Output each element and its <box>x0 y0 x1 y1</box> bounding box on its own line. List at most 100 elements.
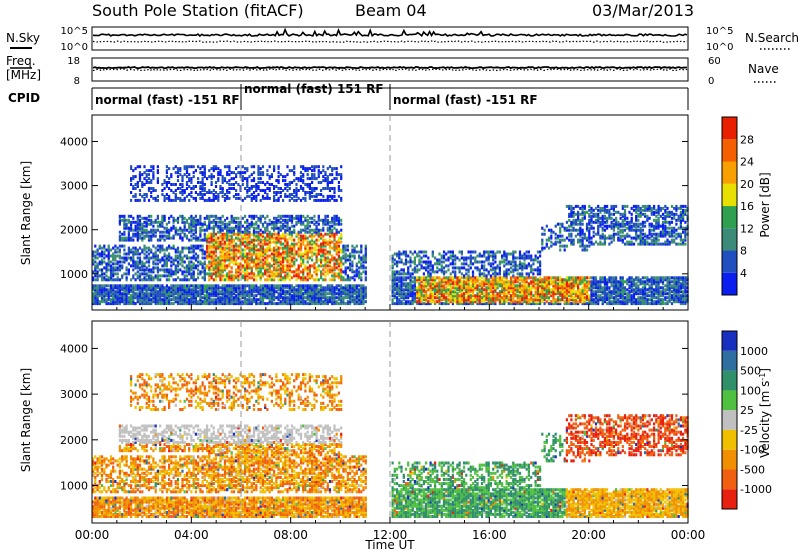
heatmap-cell <box>132 276 135 280</box>
heatmap-cell <box>322 226 325 230</box>
heatmap-cell <box>257 171 260 175</box>
heatmap-cell <box>174 286 177 290</box>
heatmap-cell <box>362 298 365 302</box>
heatmap-cell <box>358 290 361 294</box>
heatmap-cell <box>322 296 325 300</box>
heatmap-cell <box>219 226 222 230</box>
heatmap-cell <box>232 296 235 300</box>
heatmap-cell <box>257 298 260 302</box>
heatmap-cell <box>333 198 336 202</box>
heatmap-cell <box>326 181 329 184</box>
heatmap-cell <box>317 234 320 238</box>
heatmap-cell <box>362 286 365 290</box>
heatmap-cell <box>320 244 323 248</box>
heatmap-cell <box>112 290 115 294</box>
heatmap-cell <box>174 165 177 169</box>
heatmap-cell <box>194 226 197 230</box>
heatmap-cell <box>147 214 151 218</box>
heatmap-cell <box>105 302 108 306</box>
heatmap-cell <box>145 302 148 306</box>
heatmap-cell <box>340 286 343 290</box>
heatmap-cell <box>349 292 352 296</box>
heatmap-cell <box>123 290 126 294</box>
heatmap-cell <box>145 181 148 184</box>
heatmap-cell <box>346 258 349 262</box>
heatmap-cell <box>324 262 327 266</box>
heatmap-cell <box>326 220 329 224</box>
heatmap-cell <box>302 214 305 218</box>
heatmap-cell <box>103 260 106 264</box>
heatmap-cell <box>255 274 258 278</box>
heatmap-cell <box>362 258 365 262</box>
heatmap-cell <box>201 171 204 175</box>
heatmap-cell <box>210 298 213 302</box>
heatmap-cell <box>246 242 249 246</box>
heatmap-cell <box>512 286 515 290</box>
heatmap-cell <box>188 248 191 252</box>
heatmap-cell <box>503 254 506 258</box>
heatmap-cell <box>248 248 251 252</box>
heatmap-cell <box>174 270 177 274</box>
heatmap-cell <box>219 292 222 296</box>
heatmap-cell <box>308 268 311 272</box>
heatmap-cell <box>429 268 432 272</box>
heatmap-cell <box>425 278 428 282</box>
heatmap-cell <box>326 252 329 256</box>
heatmap-cell <box>250 252 253 256</box>
heatmap-cell <box>174 268 177 272</box>
heatmap-cell <box>302 167 305 171</box>
heatmap-cell <box>94 300 97 304</box>
heatmap-cell <box>181 300 184 304</box>
heatmap-cell <box>324 296 327 300</box>
heatmap-cell <box>331 256 334 260</box>
heatmap-cell <box>275 296 278 300</box>
heatmap-cell <box>360 292 363 296</box>
heatmap-cell <box>136 256 139 260</box>
heatmap-cell <box>313 252 316 256</box>
heatmap-cell <box>261 266 265 270</box>
heatmap-cell <box>474 282 477 286</box>
heatmap-cell <box>154 296 157 300</box>
heatmap-cell <box>268 296 271 300</box>
heatmap-cell <box>244 256 247 260</box>
heatmap-cell <box>92 254 95 258</box>
mode-label: normal (fast) -151 RF <box>393 93 538 107</box>
heatmap-cell <box>420 260 423 264</box>
heatmap-cell <box>174 298 177 302</box>
heatmap-cell <box>306 250 309 254</box>
heatmap-cell <box>176 260 180 264</box>
heatmap-cell <box>266 292 269 296</box>
heatmap-cell <box>221 300 224 304</box>
heatmap-cell <box>201 302 204 306</box>
heatmap-cell <box>273 276 276 280</box>
heatmap-cell <box>168 302 171 306</box>
heatmap-cell <box>228 179 231 183</box>
heatmap-cell <box>302 196 305 200</box>
heatmap-cell <box>324 173 327 177</box>
heatmap-cell <box>286 173 289 177</box>
heatmap-cell <box>130 224 133 228</box>
heatmap-cell <box>266 194 269 198</box>
heatmap-cell <box>483 252 486 256</box>
heatmap-cell <box>286 290 289 294</box>
heatmap-cell <box>250 290 253 294</box>
heatmap-cell <box>165 296 168 300</box>
heatmap-cell <box>320 242 323 246</box>
heatmap-cell <box>268 240 271 244</box>
heatmap-cell <box>454 274 457 278</box>
heatmap-cell <box>396 296 399 300</box>
heatmap-cell <box>404 292 408 296</box>
heatmap-cell <box>201 284 204 288</box>
heatmap-cell <box>440 256 443 260</box>
heatmap-cell <box>277 288 280 292</box>
heatmap-cell <box>451 298 454 302</box>
heatmap-cell <box>335 232 338 236</box>
heatmap-cell <box>228 286 231 290</box>
heatmap-cell <box>288 274 291 278</box>
heatmap-cell <box>130 214 133 218</box>
heatmap-cell <box>246 167 249 171</box>
heatmap-cell <box>114 244 117 248</box>
heatmap-cell <box>235 242 238 246</box>
heatmap-cell <box>295 272 298 276</box>
heatmap-cell <box>235 189 238 192</box>
